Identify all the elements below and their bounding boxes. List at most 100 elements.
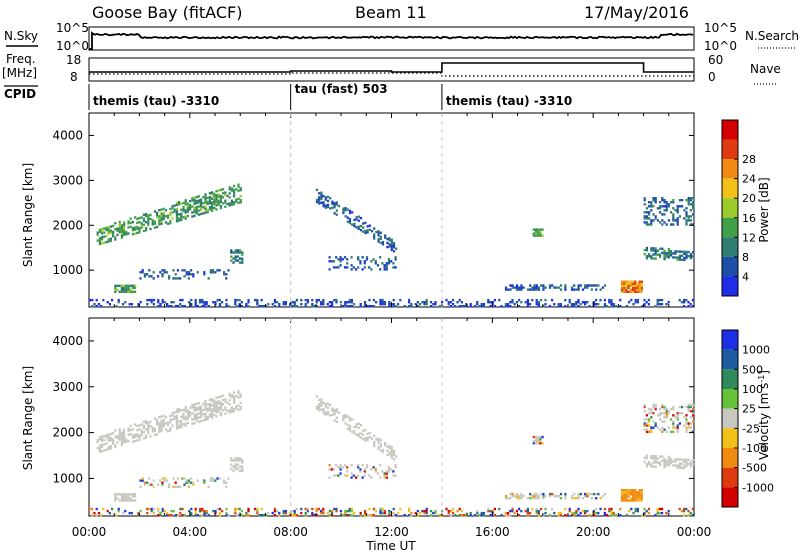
velocity-cell [240, 509, 243, 513]
power-cell [388, 245, 391, 248]
velocity-cell [570, 511, 573, 515]
colorbar-swatch [722, 237, 738, 257]
velocity-cell [659, 455, 662, 458]
power-cell [145, 212, 148, 216]
freq-tick-bottom: 8 [70, 70, 78, 84]
power-cell [612, 305, 615, 308]
power-cell [139, 301, 142, 304]
power-cell [200, 204, 203, 208]
velocity-cell [648, 463, 651, 466]
velocity-cell [434, 511, 437, 515]
power-cell [195, 195, 198, 199]
velocity-cell [186, 409, 189, 412]
velocity-cell [575, 497, 578, 500]
power-cell [206, 196, 209, 200]
power-cell [687, 203, 690, 206]
velocity-cell [331, 514, 334, 517]
velocity-cell [161, 477, 164, 480]
power-cell [172, 269, 175, 272]
power-cell [678, 254, 681, 257]
velocity-cell [487, 509, 490, 513]
velocity-cell [129, 493, 132, 496]
power-cell [123, 286, 126, 289]
power-cell [608, 298, 611, 302]
power-cell [276, 301, 279, 304]
power-cell [425, 298, 428, 302]
power-cell [504, 286, 508, 289]
power-cell [532, 234, 535, 237]
power-cell [217, 199, 220, 202]
power-cell [175, 215, 178, 219]
velocity-cell [423, 509, 426, 513]
velocity-cell [638, 489, 641, 492]
velocity-cell [625, 489, 628, 492]
power-cell [559, 288, 563, 291]
power-cell [95, 305, 98, 308]
velocity-cell [522, 495, 525, 498]
power-cell [656, 298, 659, 302]
velocity-cell [452, 511, 455, 515]
power-cell [320, 201, 323, 204]
velocity-cell [692, 458, 695, 462]
velocity-cell [273, 514, 276, 517]
velocity-cell [685, 507, 688, 511]
velocity-cell [213, 407, 216, 410]
velocity-cell [678, 507, 681, 511]
x-tick-label: 08:00 [273, 525, 308, 539]
velocity-cell [449, 514, 452, 517]
velocity-cell [115, 514, 118, 517]
velocity-cell [387, 470, 391, 473]
power-cell [101, 232, 104, 235]
velocity-cell [650, 454, 653, 458]
velocity-cell [164, 422, 167, 425]
velocity-cell [213, 399, 216, 402]
velocity-cell [225, 507, 228, 511]
power-cell [200, 198, 203, 201]
power-cell [650, 203, 653, 206]
power-cell [500, 305, 503, 308]
power-cell [105, 228, 108, 232]
velocity-cell [640, 499, 643, 502]
velocity-cell [197, 416, 200, 419]
velocity-cell [204, 412, 207, 415]
power-cell [648, 211, 651, 214]
power-cell [318, 202, 321, 205]
velocity-cell [681, 462, 684, 465]
velocity-cell [659, 412, 662, 415]
velocity-cell [357, 464, 360, 467]
power-cell [204, 195, 207, 198]
velocity-cell [230, 457, 233, 460]
velocity-cell [136, 428, 139, 432]
velocity-cell [687, 422, 690, 425]
power-cell [196, 271, 199, 274]
power-cell [205, 303, 208, 306]
power-cell [322, 301, 325, 304]
power-cell [200, 206, 203, 210]
power-cell [213, 206, 216, 210]
velocity-cell [381, 511, 384, 515]
power-cell [213, 200, 216, 204]
power-cell [454, 305, 457, 308]
power-cell [127, 290, 130, 293]
x-tick-label: 16:00 [475, 525, 510, 539]
power-cell [195, 199, 198, 203]
velocity-cell [329, 414, 332, 417]
velocity-cell [118, 499, 121, 502]
power-cell [331, 301, 334, 304]
power-cell [676, 207, 679, 210]
velocity-cell [652, 412, 655, 415]
velocity-cell [228, 403, 231, 406]
power-cell [683, 217, 686, 220]
velocity-cell [425, 509, 428, 513]
nsearch-tick-bottom: 10^0 [704, 39, 737, 53]
power-ylabel: Slant Range [km] [21, 163, 35, 267]
power-cell [370, 305, 373, 308]
power-cell [114, 286, 117, 289]
power-cell [193, 210, 196, 214]
velocity-cell [532, 440, 535, 443]
power-cell [211, 197, 214, 200]
velocity-cell [678, 458, 681, 461]
power-cell [112, 234, 115, 238]
velocity-cell [221, 509, 224, 513]
power-cell [224, 193, 227, 196]
